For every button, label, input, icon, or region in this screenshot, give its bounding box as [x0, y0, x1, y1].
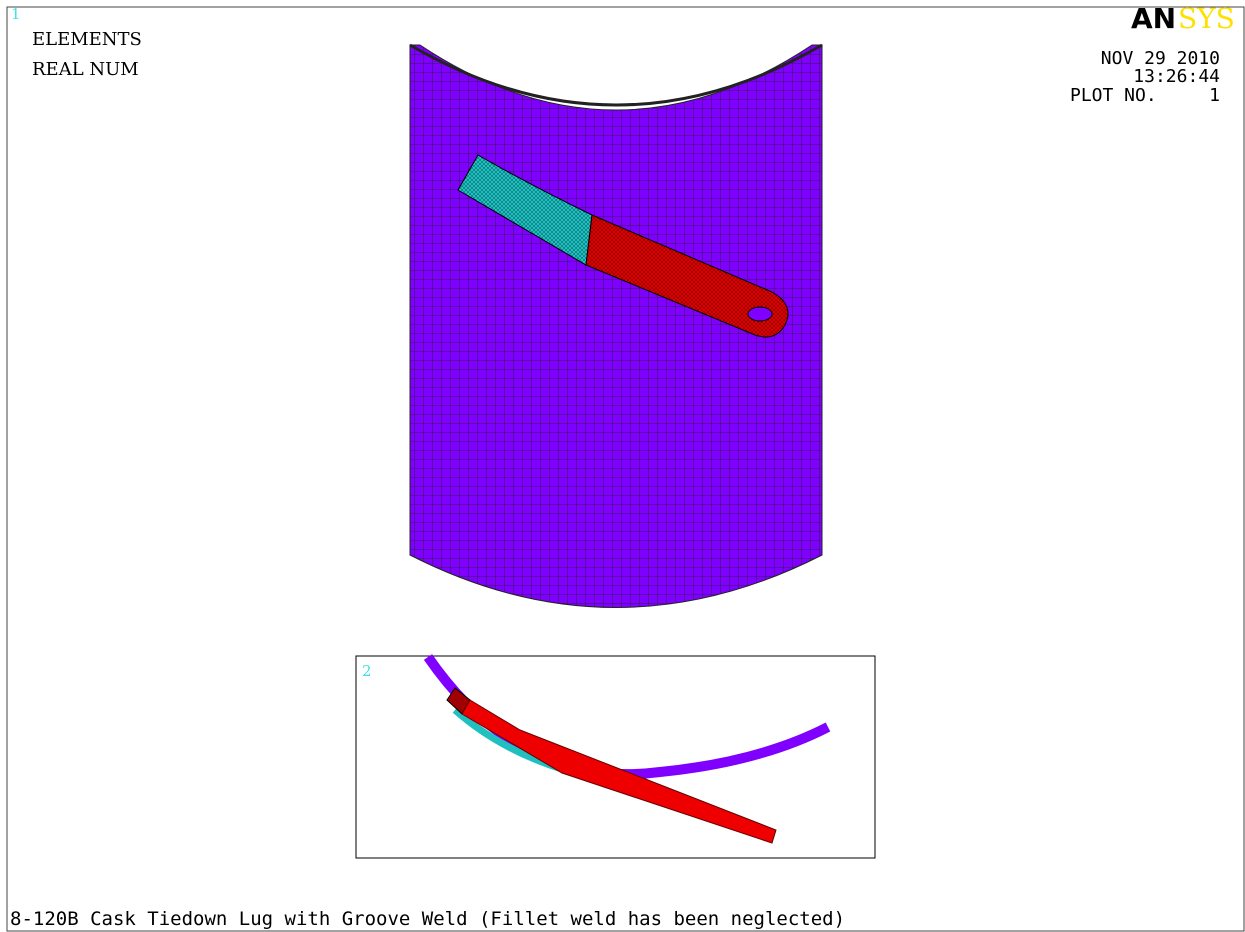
lug-section	[461, 699, 777, 844]
label: REAL NUM	[32, 59, 139, 80]
frame	[6, 6, 1245, 932]
window-number: 1	[11, 5, 21, 23]
lug-hole	[747, 306, 773, 322]
time: 13:26:44	[1133, 66, 1220, 87]
inset-frame	[355, 655, 876, 859]
plot-number: 1	[1209, 85, 1220, 106]
inset-window-number: 2	[362, 662, 372, 680]
date: NOV 29 2010	[1101, 48, 1220, 69]
shell-edge	[409, 43, 823, 107]
caption: 8-120B Cask Tiedown Lug with Groove Weld…	[10, 908, 845, 930]
label: ELEMENTS	[32, 29, 142, 50]
logo-right: SYS	[1178, 2, 1235, 35]
logo-left: AN	[1131, 2, 1176, 35]
plot-label: PLOT NO.	[1070, 85, 1157, 106]
lug-mesh	[585, 214, 789, 338]
